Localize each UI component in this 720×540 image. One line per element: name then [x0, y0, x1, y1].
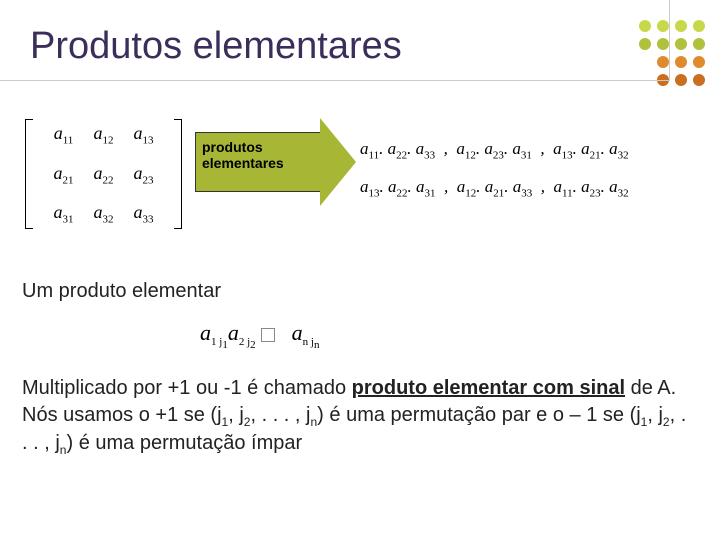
divider-vertical: [669, 0, 670, 80]
dot: [675, 56, 687, 68]
dot-row-2: [639, 38, 705, 50]
matrix-cell: a22: [84, 155, 124, 195]
dot: [693, 20, 705, 32]
matrix-cell: a21: [44, 155, 84, 195]
dot: [693, 74, 705, 86]
arrow-line2: elementares: [202, 155, 317, 171]
decorative-dots: [639, 20, 705, 92]
dot: [675, 20, 687, 32]
arrow-line1: produtos: [202, 139, 317, 155]
matrix-cell: a31: [44, 194, 84, 234]
dot: [657, 38, 669, 50]
matrix-body: a11a12a13 a21a22a23 a31a32a33: [38, 115, 170, 234]
dot: [693, 38, 705, 50]
product-row-1: a11. a22. a33 , a12. a23. a31 , a13. a21…: [360, 130, 629, 168]
matrix-cell: a32: [84, 194, 124, 234]
matrix-cell: a23: [124, 155, 164, 195]
slide-title: Produtos elementares: [30, 25, 402, 68]
bracket-left: [25, 119, 33, 229]
dot: [639, 20, 651, 32]
bracket-right: [174, 119, 182, 229]
divider-horizontal: [0, 80, 670, 81]
dot: [693, 56, 705, 68]
dot-row-1: [639, 20, 705, 32]
matrix-3x3: a11a12a13 a21a22a23 a31a32a33: [25, 115, 182, 234]
arrow-head-icon: [320, 118, 356, 206]
dot: [639, 38, 651, 50]
dot: [675, 38, 687, 50]
dot: [675, 74, 687, 86]
matrix-cell: a33: [124, 194, 164, 234]
dot: [657, 56, 669, 68]
text-um-produto: Um produto elementar: [22, 280, 221, 303]
arrow-label: produtos elementares: [195, 132, 335, 192]
matrix-cell: a11: [44, 115, 84, 155]
paragraph-sinal: Multiplicado por +1 ou -1 é chamado prod…: [22, 375, 690, 458]
formula-product: a1 j1a2 j2 an jn: [200, 320, 319, 352]
product-row-2: a13. a22. a31 , a12. a21. a33 , a11. a23…: [360, 168, 629, 206]
matrix-cell: a12: [84, 115, 124, 155]
arrow-body: produtos elementares: [195, 132, 323, 192]
dot-row-3: [639, 56, 705, 68]
matrix-cell: a13: [124, 115, 164, 155]
product-list: a11. a22. a33 , a12. a23. a31 , a13. a21…: [360, 130, 629, 205]
dot: [657, 20, 669, 32]
